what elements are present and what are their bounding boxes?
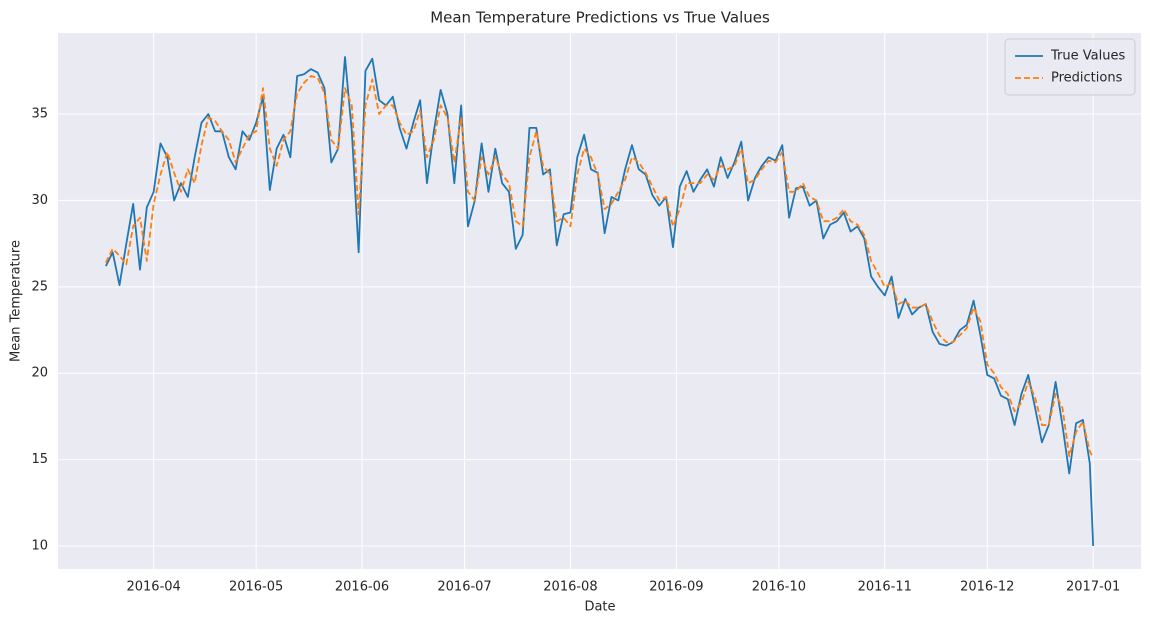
- legend-box: [1004, 38, 1136, 96]
- x-tick-label: 2017-01: [1066, 580, 1120, 595]
- y-tick-label: 15: [31, 452, 48, 467]
- labels: 10 15 20 25 30 35 2016-04 2016-05 2016-06 2016-07…: [31, 107, 1120, 595]
- x-tick-label: 2016-12: [960, 580, 1014, 595]
- x-tick-label: 2016-08: [543, 580, 597, 595]
- x-tick-label: 2016-05: [229, 580, 283, 595]
- series-line: [105, 56, 1095, 547]
- y-tick-label: 10: [31, 539, 48, 554]
- x-tick-label: 2016-09: [649, 580, 703, 595]
- y-tick-label: 20: [31, 366, 48, 381]
- plot-area: [58, 33, 1141, 569]
- x-tick-label: 2016-04: [126, 580, 180, 595]
- x-tick-label: 2016-11: [858, 580, 912, 595]
- x-axis-label: Date: [584, 600, 615, 615]
- y-axis-label: Mean Temperature: [9, 240, 24, 362]
- legend-label: True Values: [1050, 49, 1125, 64]
- legend: True Values Predictions: [1004, 38, 1136, 96]
- y-tick-label: 25: [31, 279, 48, 294]
- x-tick-label: 2016-06: [335, 580, 389, 595]
- y-tick-label: 35: [31, 107, 48, 122]
- chart-title: Mean Temperature Predictions vs True Val…: [430, 9, 770, 27]
- series-line: [105, 75, 1094, 459]
- x-tick-label: 2016-10: [752, 580, 806, 595]
- legend-label: Predictions: [1051, 71, 1123, 86]
- y-tick-label: 30: [31, 193, 48, 208]
- x-tick-label: 2016-07: [437, 580, 491, 595]
- lines: [105, 56, 1095, 547]
- grid: [58, 33, 1141, 569]
